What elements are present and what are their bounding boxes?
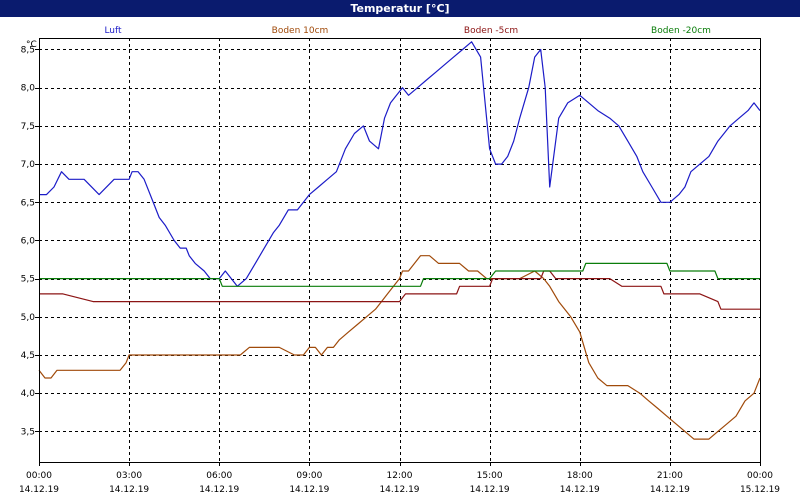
x-tick-time: 00:00: [26, 471, 52, 481]
y-tick-label: 8,0: [21, 84, 36, 94]
x-tick-time: 12:00: [387, 471, 413, 481]
x-tick-time: 00:00: [747, 471, 773, 481]
series-line-boden-20cm: [39, 262, 760, 287]
x-tick-time: 09:00: [296, 471, 322, 481]
x-tick-time: 03:00: [116, 471, 142, 481]
x-tick-time: 06:00: [206, 471, 232, 481]
x-tick-time: 18:00: [567, 471, 593, 481]
x-tick-date: 14.12.19: [560, 485, 600, 495]
x-tick-date: 14.12.19: [289, 485, 329, 495]
y-tick-label: 6,5: [21, 198, 35, 208]
y-axis-unit: °C: [26, 40, 37, 50]
y-tick-label: 5,0: [21, 313, 36, 323]
legend-entry: Luft: [104, 26, 122, 36]
y-tick-label: 3,5: [21, 427, 35, 437]
series-layer: [38, 41, 761, 440]
y-axis-ticks: 8,5 8,0 7,5 7,0 6,5 6,0 5,5 5,0 4,5 4,0 3,5: [21, 45, 39, 437]
y-tick-label: 4,0: [21, 389, 36, 399]
x-tick-date: 14.12.19: [379, 485, 419, 495]
legend: Luft Boden 10cm Boden -5cm Boden -20cm: [104, 26, 711, 36]
y-tick-label: 6,0: [21, 236, 36, 246]
legend-entry: Boden -5cm: [464, 26, 518, 36]
series-line-luft: [39, 41, 761, 287]
x-tick-date: 14.12.19: [19, 485, 59, 495]
legend-entry: Boden 10cm: [272, 26, 329, 36]
series-line-boden-10cm: [38, 255, 761, 440]
grid: [39, 38, 760, 462]
legend-entry: Boden -20cm: [651, 26, 711, 36]
x-tick-time: 21:00: [657, 471, 683, 481]
chart-title: Temperatur [°C]: [0, 0, 800, 17]
series-line-boden-5cm: [39, 270, 760, 310]
y-tick-label: 4,5: [21, 351, 35, 361]
y-tick-label: 7,5: [21, 122, 35, 132]
x-tick-date: 14.12.19: [109, 485, 149, 495]
x-tick-date: 15.12.19: [740, 485, 780, 495]
y-tick-label: 7,0: [21, 160, 36, 170]
x-tick-date: 14.12.19: [650, 485, 690, 495]
x-tick-date: 14.12.19: [470, 485, 510, 495]
x-tick-time: 15:00: [477, 471, 503, 481]
y-tick-label: 8,5: [21, 45, 35, 55]
x-axis-ticks: 00:00 14.12.19 03:00 14.12.19 06:00 14.12.19 0…: [19, 462, 780, 495]
y-tick-label: 5,5: [21, 275, 35, 285]
x-tick-date: 14.12.19: [199, 485, 239, 495]
